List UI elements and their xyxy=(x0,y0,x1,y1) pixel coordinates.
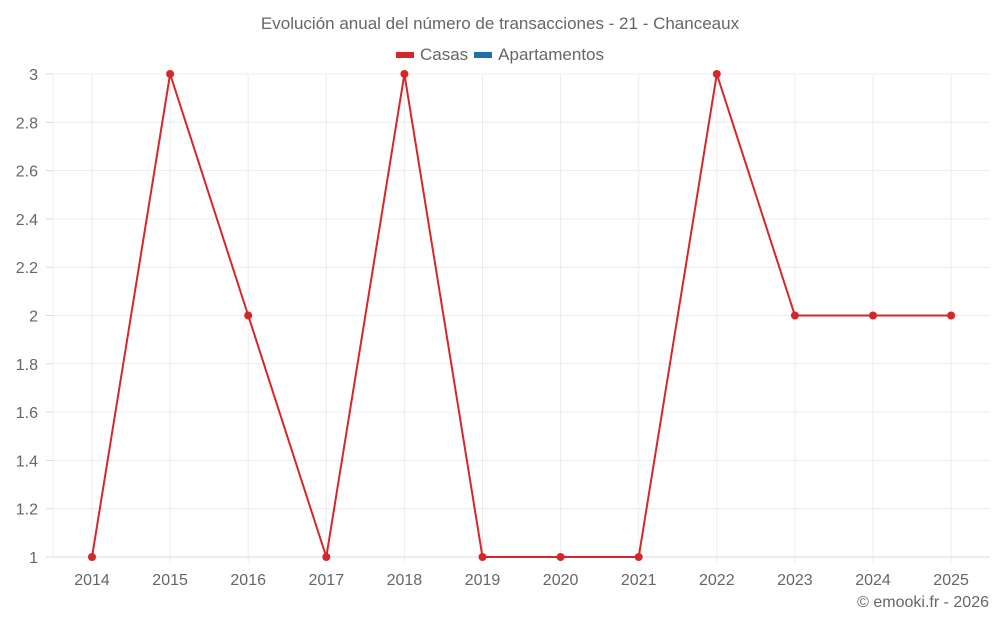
x-tick-label: 2018 xyxy=(387,572,423,589)
credit: © emooki.fr - 2026 xyxy=(857,594,989,611)
y-tick-label: 1.4 xyxy=(16,453,38,470)
legend-label: Casas xyxy=(419,45,469,64)
x-tick-label: 2021 xyxy=(621,572,657,589)
y-tick-label: 1.6 xyxy=(16,405,38,422)
apartamentos-swatch-icon xyxy=(474,52,493,58)
x-tick-label: 2022 xyxy=(699,572,735,589)
x-tick-label: 2019 xyxy=(465,572,501,589)
data-point[interactable] xyxy=(869,311,877,320)
y-tick-label: 2 xyxy=(29,309,38,326)
data-point[interactable] xyxy=(88,553,96,561)
y-tick-label: 2.2 xyxy=(16,260,38,277)
x-tick-label: 2020 xyxy=(543,572,579,589)
data-point[interactable] xyxy=(400,70,409,78)
data-point[interactable] xyxy=(166,70,175,78)
data-point[interactable] xyxy=(790,311,799,320)
data-point[interactable] xyxy=(478,553,487,561)
y-tick-label: 1.8 xyxy=(16,357,38,374)
data-point[interactable] xyxy=(322,553,331,561)
x-tick-label: 2014 xyxy=(74,572,110,589)
y-tick-label: 2.6 xyxy=(16,164,38,181)
y-tick-label: 3 xyxy=(29,67,38,84)
legend-item-apartamentos[interactable]: Apartamentos xyxy=(474,45,604,65)
series-line-casas xyxy=(91,73,952,558)
x-tick-label: 2023 xyxy=(777,572,813,589)
y-tick-label: 1 xyxy=(29,550,38,567)
casas-swatch-icon xyxy=(395,52,414,58)
x-tick-label: 2024 xyxy=(855,572,891,589)
chart-title: Evolución anual del número de transaccio… xyxy=(260,14,740,33)
legend-item-casas[interactable]: Casas xyxy=(395,45,469,65)
data-point[interactable] xyxy=(947,311,956,320)
x-tick-label: 2017 xyxy=(309,572,345,589)
data-point[interactable] xyxy=(556,553,565,561)
y-tick-label: 2.8 xyxy=(16,115,38,132)
x-tick-label: 2025 xyxy=(933,572,969,589)
data-point[interactable] xyxy=(634,553,643,561)
x-tick-label: 2015 xyxy=(152,572,188,589)
y-tick-label: 2.4 xyxy=(16,212,38,229)
x-tick-label: 2016 xyxy=(230,572,266,589)
data-point[interactable] xyxy=(712,70,721,78)
legend: Casas Apartamentos xyxy=(0,45,1000,65)
data-point[interactable] xyxy=(244,311,253,320)
y-tick-label: 1.2 xyxy=(16,502,38,519)
legend-label: Apartamentos xyxy=(498,45,605,64)
